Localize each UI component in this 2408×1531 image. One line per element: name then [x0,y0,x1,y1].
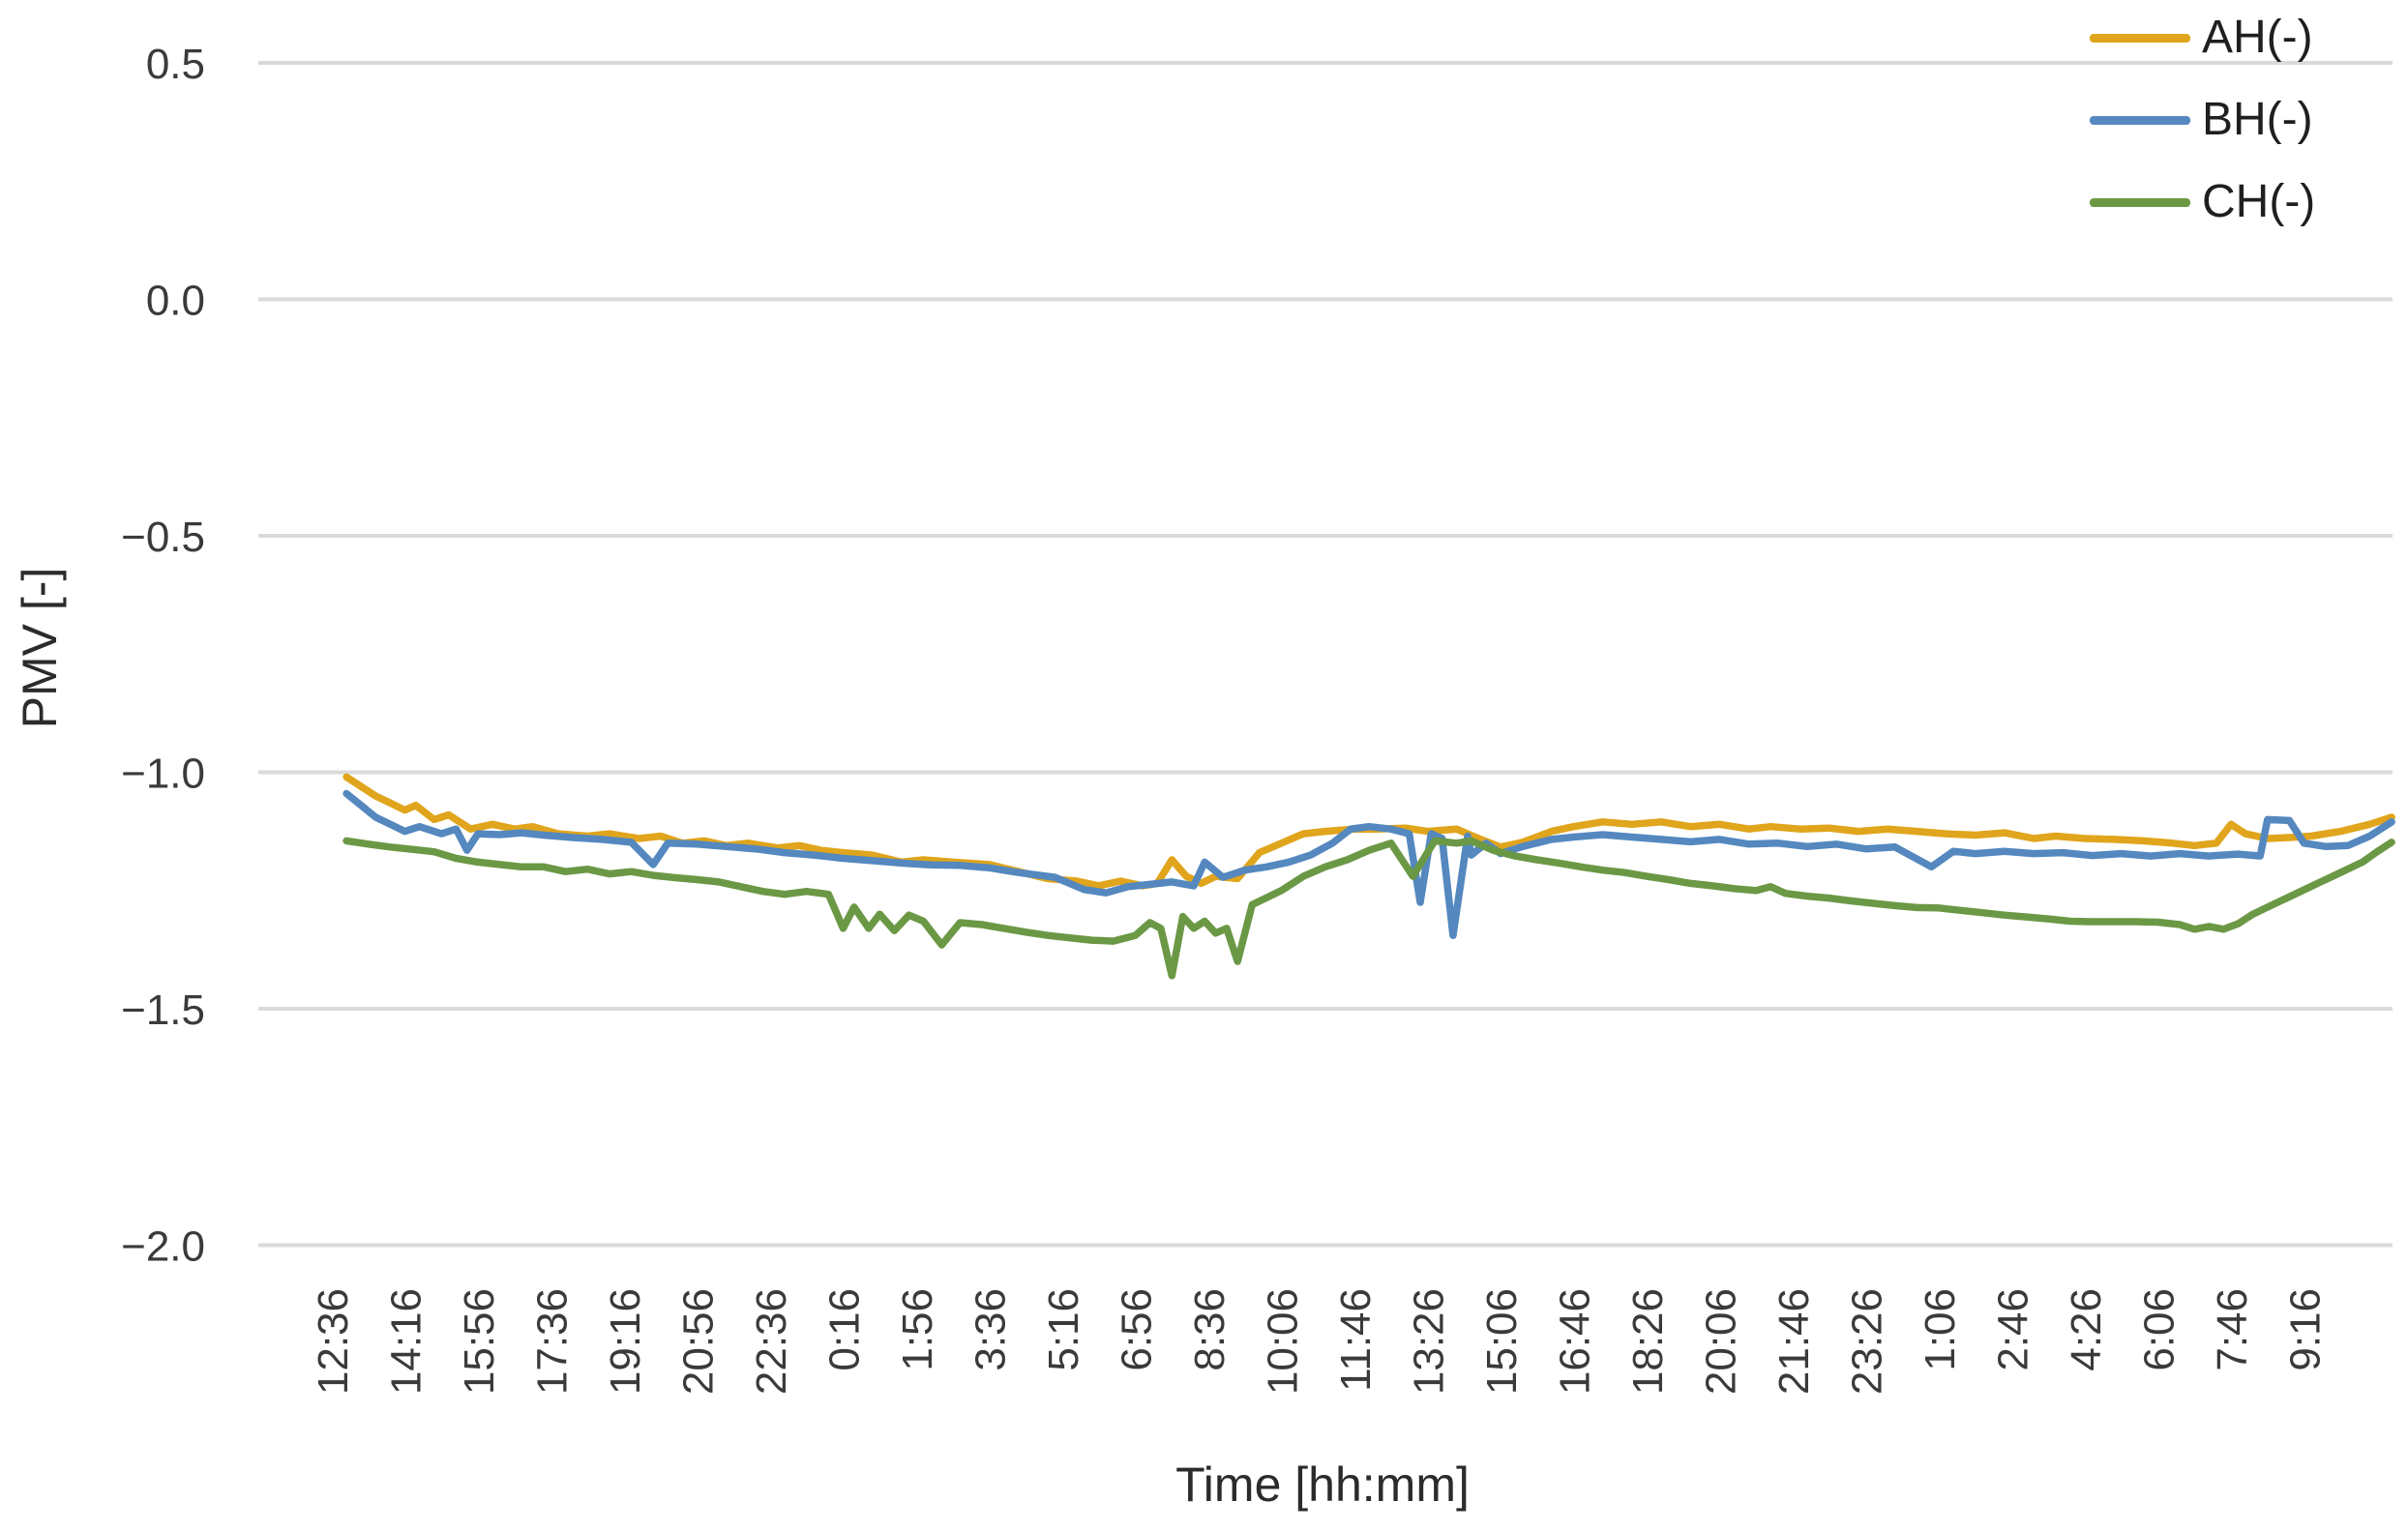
x-tick-label: 17:36 [529,1288,577,1395]
x-tick-label: 15:06 [1478,1288,1526,1395]
x-tick-label: 6:56 [1114,1288,1161,1371]
x-tick-label: 2:46 [1990,1288,2037,1371]
legend-item-ch: CH(-) [2090,172,2315,232]
y-tick-label: −2.0 [121,1223,205,1271]
legend-label-ah: AH(-) [2202,12,2313,63]
legend-line-swatch-ah [2090,33,2190,43]
legend-item-bh: BH(-) [2090,90,2315,150]
x-tick-label: 19:16 [602,1288,649,1395]
x-axis-title: Time [hh:mm] [1175,1457,1470,1512]
y-tick-label: −1.5 [121,986,205,1034]
y-axis-title: PMV [-] [13,568,67,729]
x-tick-label: 7:46 [2209,1288,2256,1371]
x-tick-label: 1:56 [894,1288,941,1371]
x-tick-label: 6:06 [2136,1288,2184,1371]
x-axis-tick-labels: 12:36 14:16 15:56 17:36 19:16 20:56 22:36 0:16 1… [310,1288,2330,1395]
legend: AH(-) BH(-) CH(-) [2090,8,2315,254]
series-line-ch [342,837,2395,980]
legend-item-ah: AH(-) [2090,8,2315,68]
x-tick-label: 4:26 [2063,1288,2110,1371]
x-tick-label: 21:46 [1770,1288,1818,1395]
y-tick-label: −1.0 [121,751,205,798]
series-lines [342,773,2395,980]
series-line-ah [342,773,2395,890]
x-tick-label: 9:16 [2282,1288,2330,1371]
x-tick-label: 23:26 [1844,1288,1891,1395]
y-tick-label: 0.5 [146,41,205,88]
legend-label-bh: BH(-) [2202,94,2313,145]
x-tick-label: 13:26 [1406,1288,1453,1395]
y-tick-label: 0.0 [146,278,205,325]
x-tick-label: 5:16 [1040,1288,1087,1371]
x-tick-label: 1:06 [1917,1288,1964,1371]
x-tick-label: 8:36 [1186,1288,1234,1371]
x-tick-label: 10:06 [1260,1288,1307,1395]
x-tick-label: 0:16 [821,1288,869,1371]
x-tick-label: 15:56 [456,1288,503,1395]
x-tick-label: 16:46 [1552,1288,1599,1395]
y-axis-tick-labels: 0.5 0.0 −0.5 −1.0 −1.5 −2.0 [121,41,205,1271]
legend-line-swatch-ch [2090,197,2190,207]
x-tick-label: 3:36 [967,1288,1015,1371]
series-line-bh [342,789,2395,939]
x-tick-label: 20:56 [675,1288,723,1395]
gridlines [258,61,2393,1248]
x-tick-label: 12:36 [310,1288,357,1395]
legend-label-ch: CH(-) [2202,176,2316,227]
x-tick-label: 18:26 [1624,1288,1672,1395]
y-tick-label: −0.5 [121,514,205,561]
legend-line-swatch-bh [2090,115,2190,125]
x-tick-label: 14:16 [383,1288,431,1395]
x-tick-label: 20:06 [1698,1288,1745,1395]
x-tick-label: 22:36 [748,1288,795,1395]
x-tick-label: 11:46 [1332,1288,1380,1392]
